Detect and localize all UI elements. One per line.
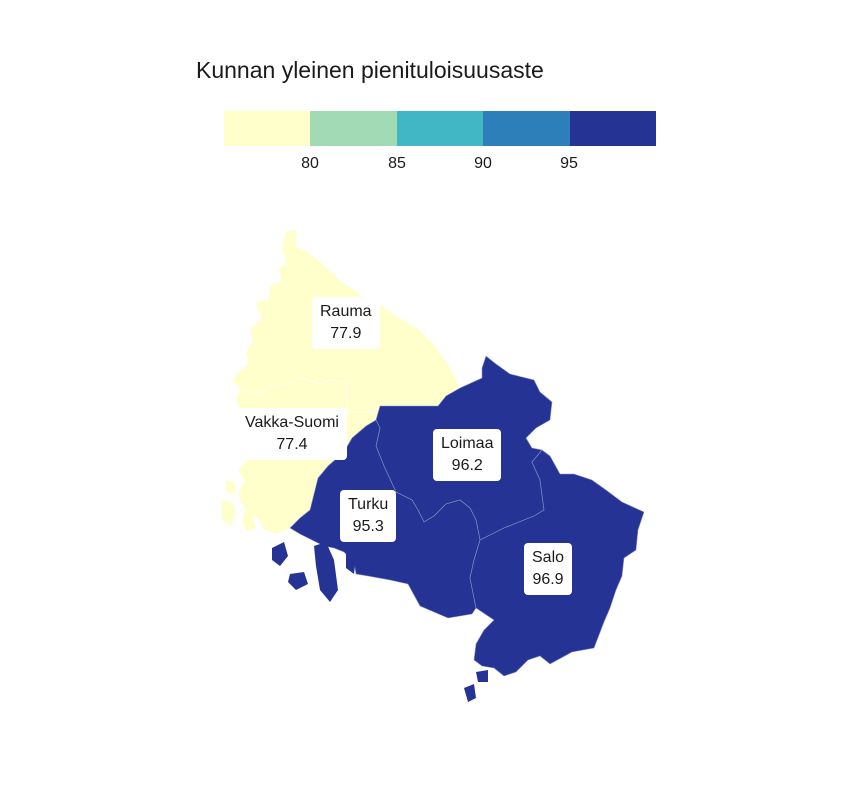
region-name: Salo <box>532 549 565 566</box>
turku-island <box>272 542 288 566</box>
vakka-suomi-island <box>226 480 236 494</box>
legend-swatch <box>483 111 570 146</box>
region-value: 77.4 <box>276 436 308 453</box>
salo-island <box>464 684 476 702</box>
turku-island <box>346 552 356 574</box>
legend-swatch <box>224 111 311 146</box>
vakka-suomi-island <box>222 500 236 526</box>
turku-island <box>314 542 338 602</box>
legend-title: Kunnan yleinen pienituloisuusaste <box>196 57 544 83</box>
region-value: 96.9 <box>532 571 564 588</box>
region-value: 77.9 <box>330 325 362 342</box>
region-value: 96.2 <box>451 457 483 474</box>
region-name: Vakka-Suomi <box>245 414 339 431</box>
legend-tick-label: 90 <box>474 155 492 172</box>
region-label-loimaa: Loimaa 96.2 <box>433 429 502 481</box>
region-label-vakka-suomi: Vakka-Suomi 77.4 <box>237 408 347 460</box>
legend-swatch <box>569 111 657 146</box>
legend-swatch <box>310 111 397 146</box>
rauma-island <box>256 300 268 316</box>
legend-tick-label: 80 <box>301 155 319 172</box>
salo-island <box>476 670 488 682</box>
legend-color-scale <box>224 111 657 146</box>
region-name: Turku <box>348 496 389 513</box>
region-name: Loimaa <box>441 435 494 452</box>
legend-swatch <box>396 111 484 146</box>
region-label-salo: Salo 96.9 <box>524 543 573 595</box>
region-name: Rauma <box>320 303 372 320</box>
vakka-suomi-island <box>242 512 256 532</box>
region-label-turku: Turku 95.3 <box>340 490 397 542</box>
region-value: 95.3 <box>352 518 384 535</box>
legend-tick-label: 85 <box>388 155 406 172</box>
region-label-rauma: Rauma 77.9 <box>312 297 380 349</box>
legend-tick-label: 95 <box>560 155 578 172</box>
turku-island <box>288 572 308 590</box>
